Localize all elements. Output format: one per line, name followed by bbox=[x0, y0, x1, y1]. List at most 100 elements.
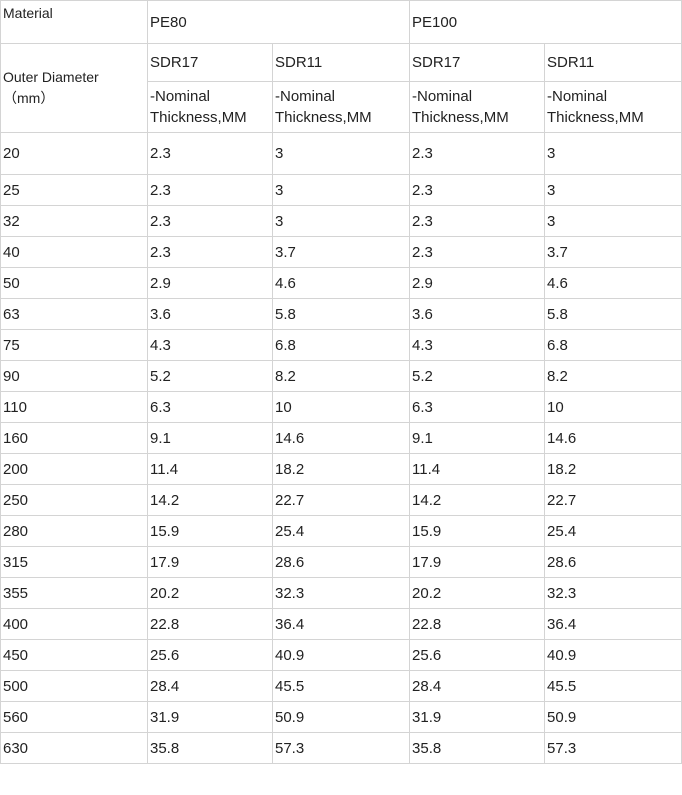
thickness-cell: 9.1 bbox=[147, 422, 273, 454]
thickness-cell: 28.6 bbox=[271, 546, 411, 578]
thickness-cell: 3.7 bbox=[544, 236, 682, 268]
thickness-cell: 8.2 bbox=[544, 360, 682, 392]
thickness-cell: 20.2 bbox=[409, 577, 546, 609]
thickness-cell: 2.3 bbox=[409, 132, 546, 175]
outer-diameter-cell: 110 bbox=[0, 391, 148, 423]
thickness-cell: 57.3 bbox=[271, 732, 411, 764]
table-row: 63 3.6 5.8 3.6 5.8 bbox=[0, 298, 682, 330]
thickness-cell: 3 bbox=[544, 205, 682, 237]
thickness-cell: 3.7 bbox=[271, 236, 411, 268]
thickness-cell: 40.9 bbox=[271, 639, 411, 671]
material-header: Material bbox=[0, 0, 148, 44]
thickness-cell: 6.3 bbox=[409, 391, 546, 423]
table-row: 450 25.6 40.9 25.6 40.9 bbox=[0, 639, 682, 671]
thickness-cell: 17.9 bbox=[147, 546, 273, 578]
sdr-header: SDR17 bbox=[147, 43, 273, 82]
thickness-cell: 22.8 bbox=[409, 608, 546, 640]
outer-diameter-unit: （mm） bbox=[3, 90, 55, 106]
thickness-cell: 14.2 bbox=[147, 484, 273, 516]
thickness-cell: 18.2 bbox=[271, 453, 411, 485]
thickness-cell: 28.6 bbox=[544, 546, 682, 578]
thickness-cell: 15.9 bbox=[147, 515, 273, 547]
thickness-label-line1: -Nominal bbox=[275, 88, 336, 105]
thickness-cell: 5.2 bbox=[409, 360, 546, 392]
table-row: 20 2.3 3 2.3 3 bbox=[0, 132, 682, 175]
thickness-cell: 40.9 bbox=[544, 639, 682, 671]
table-row: 25 2.3 3 2.3 3 bbox=[0, 174, 682, 206]
thickness-cell: 5.8 bbox=[271, 298, 411, 330]
table-row: 40 2.3 3.7 2.3 3.7 bbox=[0, 236, 682, 268]
thickness-label-line2: Thickness,MM bbox=[150, 109, 247, 126]
thickness-label-line2: Thickness,MM bbox=[547, 109, 644, 126]
outer-diameter-cell: 40 bbox=[0, 236, 148, 268]
table-row: 400 22.8 36.4 22.8 36.4 bbox=[0, 608, 682, 640]
table-row: 160 9.1 14.6 9.1 14.6 bbox=[0, 422, 682, 454]
thickness-cell: 10 bbox=[271, 391, 411, 423]
material-pe100-header: PE100 bbox=[409, 0, 682, 44]
table-row: 280 15.9 25.4 15.9 25.4 bbox=[0, 515, 682, 547]
thickness-cell: 2.3 bbox=[147, 174, 273, 206]
outer-diameter-cell: 200 bbox=[0, 453, 148, 485]
thickness-cell: 2.3 bbox=[147, 236, 273, 268]
thickness-cell: 15.9 bbox=[409, 515, 546, 547]
thickness-cell: 6.8 bbox=[544, 329, 682, 361]
sdr-header: SDR11 bbox=[271, 43, 411, 82]
thickness-cell: 25.4 bbox=[544, 515, 682, 547]
table-row: 500 28.4 45.5 28.4 45.5 bbox=[0, 670, 682, 702]
thickness-cell: 32.3 bbox=[271, 577, 411, 609]
outer-diameter-header: Outer Diameter （mm） bbox=[0, 43, 148, 133]
thickness-cell: 3 bbox=[271, 174, 411, 206]
thickness-cell: 3 bbox=[544, 132, 682, 175]
thickness-label-line1: -Nominal bbox=[150, 88, 211, 105]
thickness-cell: 5.8 bbox=[544, 298, 682, 330]
thickness-cell: 3 bbox=[271, 132, 411, 175]
thickness-cell: 22.7 bbox=[271, 484, 411, 516]
pipe-thickness-table: Material PE80 PE100 Outer Diameter （mm） … bbox=[0, 0, 682, 764]
nominal-thickness-header: -Nominal Thickness,MM bbox=[271, 81, 411, 133]
outer-diameter-cell: 630 bbox=[0, 732, 148, 764]
table-row: 630 35.8 57.3 35.8 57.3 bbox=[0, 732, 682, 764]
thickness-cell: 2.9 bbox=[147, 267, 273, 299]
table-row: 315 17.9 28.6 17.9 28.6 bbox=[0, 546, 682, 578]
thickness-cell: 11.4 bbox=[409, 453, 546, 485]
thickness-cell: 3.6 bbox=[409, 298, 546, 330]
thickness-cell: 14.6 bbox=[271, 422, 411, 454]
thickness-cell: 35.8 bbox=[147, 732, 273, 764]
outer-diameter-cell: 63 bbox=[0, 298, 148, 330]
thickness-cell: 17.9 bbox=[409, 546, 546, 578]
thickness-label-line1: -Nominal bbox=[412, 88, 473, 105]
outer-diameter-cell: 315 bbox=[0, 546, 148, 578]
thickness-cell: 18.2 bbox=[544, 453, 682, 485]
thickness-cell: 36.4 bbox=[271, 608, 411, 640]
material-pe80-header: PE80 bbox=[146, 0, 411, 44]
thickness-cell: 31.9 bbox=[147, 701, 273, 733]
thickness-cell: 57.3 bbox=[544, 732, 682, 764]
outer-diameter-cell: 250 bbox=[0, 484, 148, 516]
outer-diameter-cell: 25 bbox=[0, 174, 148, 206]
table-row: 90 5.2 8.2 5.2 8.2 bbox=[0, 360, 682, 392]
thickness-cell: 32.3 bbox=[544, 577, 682, 609]
outer-diameter-cell: 20 bbox=[0, 132, 148, 175]
thickness-cell: 5.2 bbox=[147, 360, 273, 392]
thickness-cell: 50.9 bbox=[271, 701, 411, 733]
thickness-cell: 2.9 bbox=[409, 267, 546, 299]
thickness-label-line1: -Nominal bbox=[547, 88, 608, 105]
thickness-label-line2: Thickness,MM bbox=[275, 109, 372, 126]
outer-diameter-cell: 400 bbox=[0, 608, 148, 640]
nominal-thickness-header: -Nominal Thickness,MM bbox=[409, 81, 546, 133]
nominal-thickness-header: -Nominal Thickness,MM bbox=[544, 81, 682, 133]
outer-diameter-cell: 500 bbox=[0, 670, 148, 702]
thickness-cell: 8.2 bbox=[271, 360, 411, 392]
thickness-cell: 6.3 bbox=[147, 391, 273, 423]
outer-diameter-cell: 355 bbox=[0, 577, 148, 609]
outer-diameter-cell: 160 bbox=[0, 422, 148, 454]
thickness-cell: 25.6 bbox=[409, 639, 546, 671]
thickness-cell: 45.5 bbox=[544, 670, 682, 702]
outer-diameter-cell: 32 bbox=[0, 205, 148, 237]
table-row: 75 4.3 6.8 4.3 6.8 bbox=[0, 329, 682, 361]
thickness-cell: 2.3 bbox=[147, 205, 273, 237]
table-row: 200 11.4 18.2 11.4 18.2 bbox=[0, 453, 682, 485]
nominal-thickness-header: -Nominal Thickness,MM bbox=[147, 81, 273, 133]
table-row: 560 31.9 50.9 31.9 50.9 bbox=[0, 701, 682, 733]
thickness-cell: 14.2 bbox=[409, 484, 546, 516]
